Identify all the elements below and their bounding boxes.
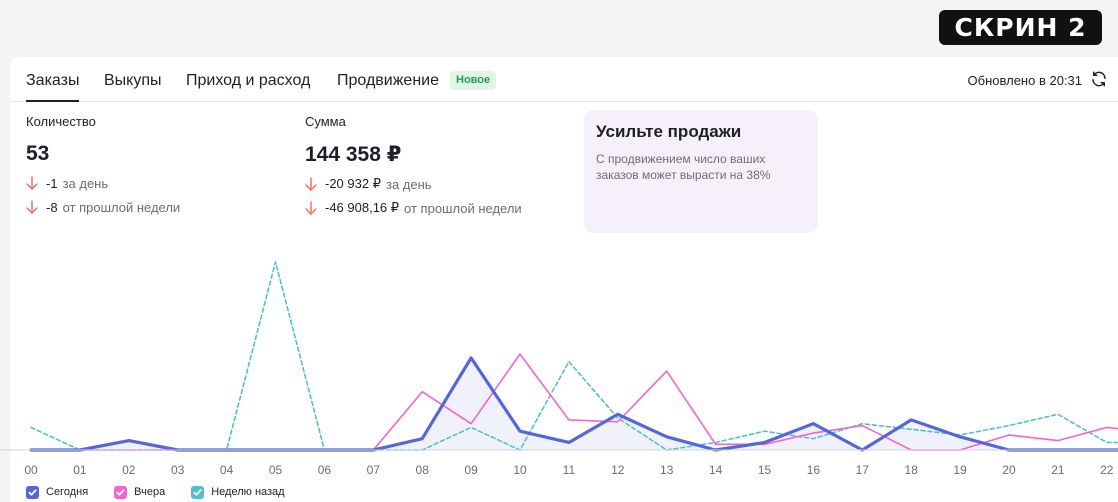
tab-promotion[interactable]: Продвижение: [337, 72, 439, 89]
tab-income-expense[interactable]: Приход и расход: [186, 72, 311, 89]
delta-value: -46 908,16 ₽: [325, 200, 400, 215]
delta-caption: от прошлой недели: [62, 199, 181, 215]
legend-week-ago[interactable]: Неделю назад: [191, 485, 285, 499]
new-badge: Новое: [450, 71, 497, 90]
checkbox-icon[interactable]: [191, 485, 205, 499]
tab-bar: Заказы Выкупы Приход и расход Продвижени…: [10, 57, 1118, 102]
checkbox-icon[interactable]: [114, 485, 128, 499]
promo-text: С продвижением число ваших заказов может…: [596, 152, 771, 182]
delta-caption: от прошлой недели: [404, 200, 522, 216]
delta-caption: за день: [385, 176, 432, 192]
legend-label: Сегодня: [46, 486, 89, 498]
metric-sum: Сумма 144 358 ₽ -20 932 ₽ за день -46 90…: [305, 114, 522, 216]
promo-title: Усильте продажи: [596, 122, 742, 141]
metric-count-label: Количество: [26, 114, 96, 129]
metric-sum-value: 144 358 ₽: [305, 143, 402, 166]
orders-panel: Заказы Выкупы Приход и расход Продвижени…: [10, 57, 1118, 502]
metric-count-day-delta: -1 за день: [26, 175, 180, 191]
arrow-down-icon: [305, 201, 317, 215]
arrow-down-icon: [305, 177, 317, 191]
chart-legend: Сегодня Вчера Неделю назад: [26, 485, 311, 499]
delta-value: -20 932 ₽: [325, 176, 381, 191]
delta-value: -1: [46, 175, 58, 191]
delta-caption: за день: [62, 175, 109, 191]
metric-count-week-delta: -8 от прошлой недели: [26, 199, 181, 215]
legend-label: Вчера: [134, 486, 166, 498]
refresh-icon[interactable]: [1090, 70, 1108, 88]
legend-today[interactable]: Сегодня: [26, 485, 89, 499]
arrow-down-icon: [26, 200, 38, 214]
metric-count: Количество 53 -1 за день -8 от прошлой н…: [26, 114, 181, 215]
promo-card[interactable]: Усильте продажи С продвижением число ваш…: [584, 110, 818, 233]
metric-sum-week-delta: -46 908,16 ₽ от прошлой недели: [305, 200, 522, 216]
legend-label: Неделю назад: [211, 486, 285, 498]
metric-sum-label: Сумма: [305, 114, 346, 129]
tab-buyouts[interactable]: Выкупы: [104, 72, 162, 89]
legend-yesterday[interactable]: Вчера: [114, 485, 166, 499]
checkbox-icon[interactable]: [26, 485, 39, 499]
tab-orders[interactable]: Заказы: [26, 72, 80, 102]
metric-sum-day-delta: -20 932 ₽ за день: [305, 176, 522, 192]
updated-time: Обновлено в 20:31: [967, 73, 1082, 88]
arrow-down-icon: [26, 176, 38, 190]
delta-value: -8: [46, 199, 58, 215]
metric-count-value: 53: [26, 142, 50, 165]
screenshot-label: СКРИН 2: [939, 10, 1102, 45]
